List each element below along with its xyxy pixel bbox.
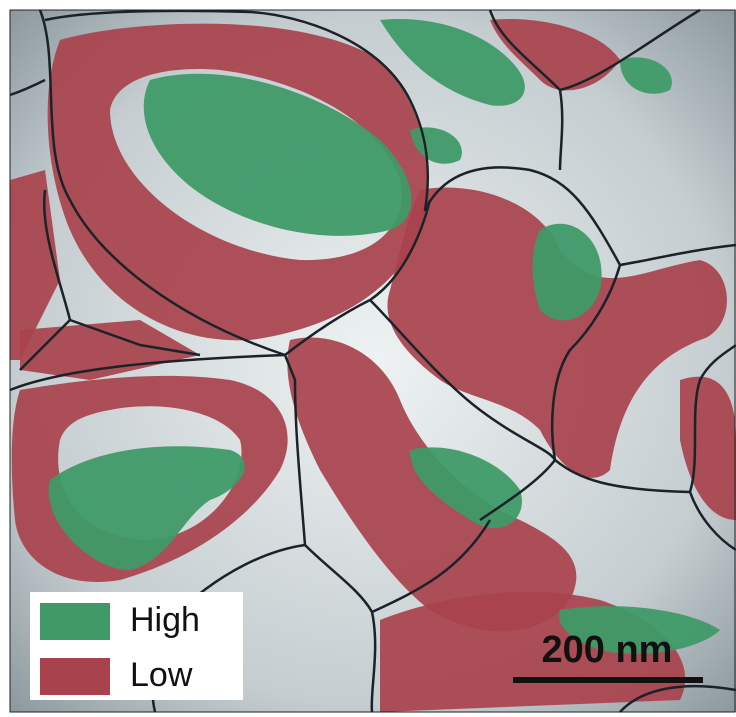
- legend-swatch: [40, 603, 110, 640]
- legend-swatch: [40, 658, 110, 695]
- scale-bar-line: [513, 677, 703, 683]
- legend: High Low: [30, 592, 243, 700]
- legend-label: High: [130, 601, 200, 639]
- page: {"legend": {"items": [{"label": "High", …: [0, 0, 736, 717]
- micrograph: High Low 200 nm: [0, 0, 736, 717]
- legend-label: Low: [130, 656, 193, 694]
- scale-bar-label: 200 nm: [542, 629, 673, 671]
